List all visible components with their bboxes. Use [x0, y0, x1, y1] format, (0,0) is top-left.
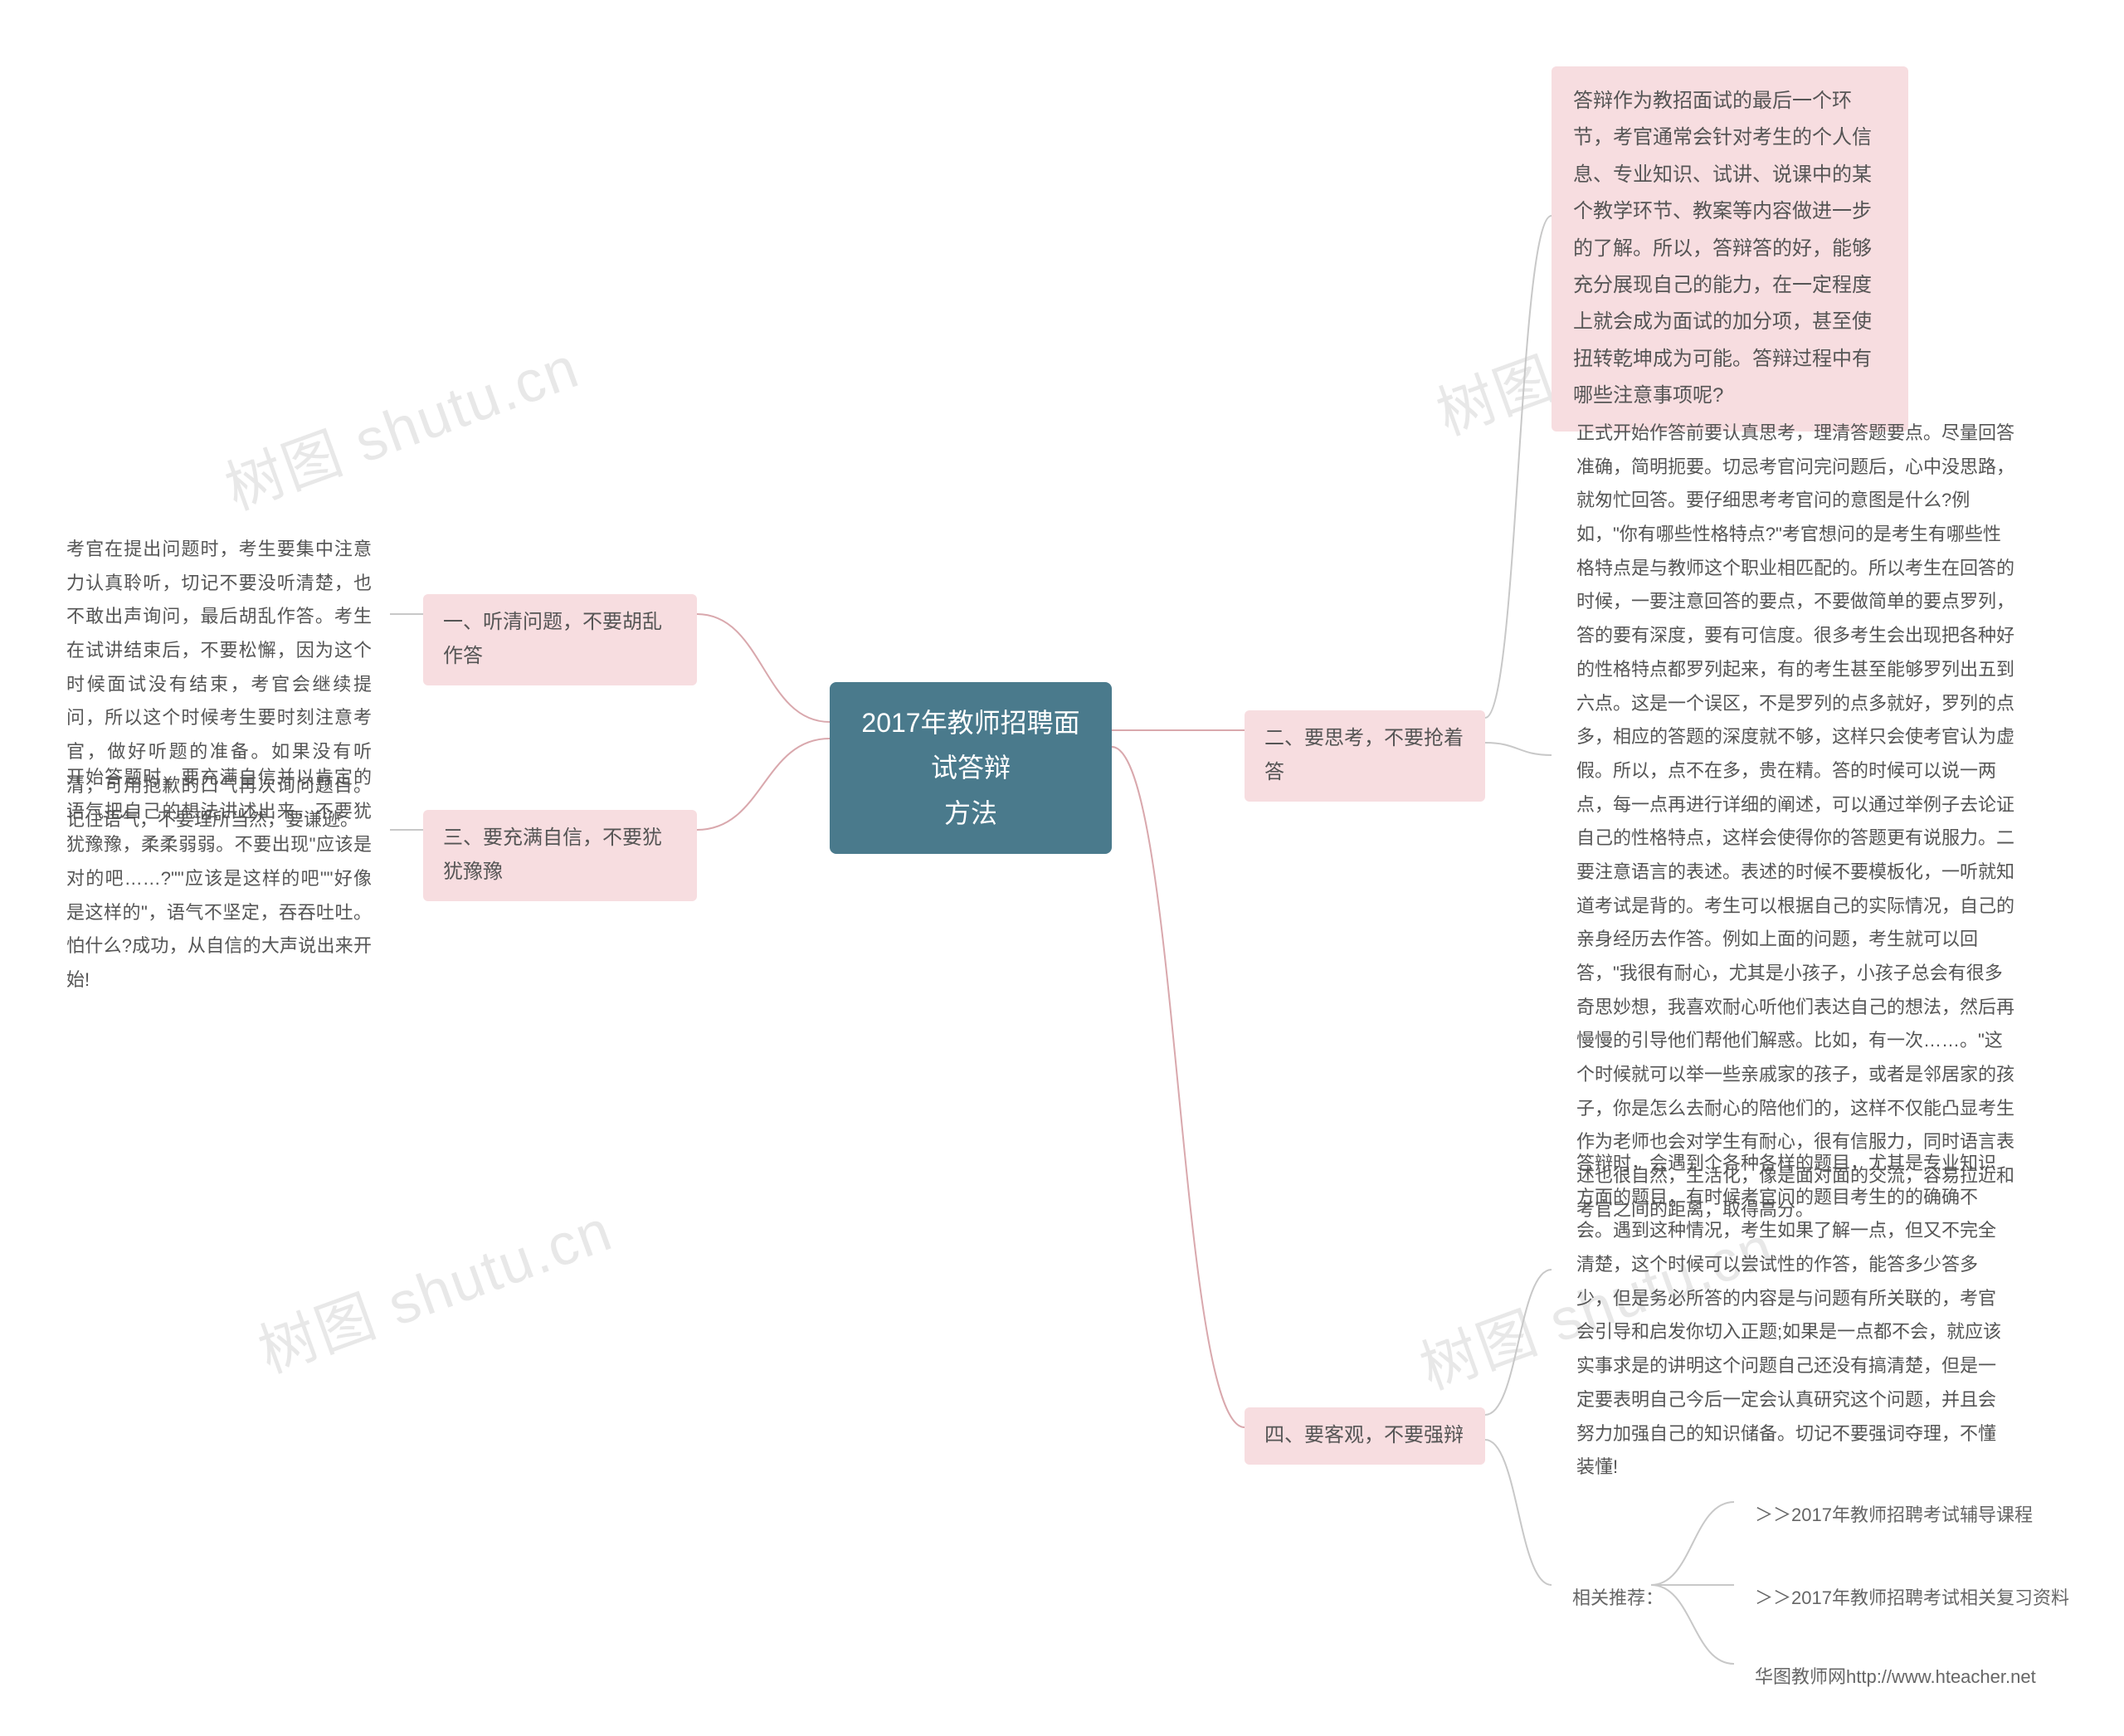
- desc-item4: 答辩时，会遇到个各种各样的题目，尤其是专业知识方面的题目，有时候考官问的题目考生…: [1560, 1137, 2024, 1495]
- node-item2[interactable]: 二、要思考，不要抢着答: [1245, 710, 1485, 802]
- related-label: 相关推荐：: [1556, 1573, 1680, 1623]
- intro-box: 答辩作为教招面试的最后一个环节，考官通常会针对考生的个人信息、专业知识、试讲、说…: [1552, 66, 1908, 432]
- related-link-3[interactable]: 华图教师网http://www.hteacher.net: [1738, 1651, 2053, 1702]
- related-link-1[interactable]: ＞＞2017年教师招聘考试辅导课程: [1738, 1490, 2049, 1540]
- node-item3[interactable]: 三、要充满自信，不要犹犹豫豫: [423, 810, 697, 901]
- center-title: 2017年教师招聘面试答辩 方法: [830, 682, 1112, 854]
- node-item4[interactable]: 四、要客观，不要强辩: [1245, 1407, 1485, 1465]
- node-item1[interactable]: 一、听清问题，不要胡乱作答: [423, 594, 697, 685]
- desc-item3: 开始答题时，要充满自信并以肯定的语气把自己的想法讲述出来，不要犹犹豫豫，柔柔弱弱…: [50, 751, 388, 1007]
- related-link-2[interactable]: ＞＞2017年教师招聘考试相关复习资料: [1738, 1573, 2086, 1623]
- desc-item2: 正式开始作答前要认真思考，理清答题要点。尽量回答准确，简明扼要。切忌考官问完问题…: [1560, 407, 2033, 1237]
